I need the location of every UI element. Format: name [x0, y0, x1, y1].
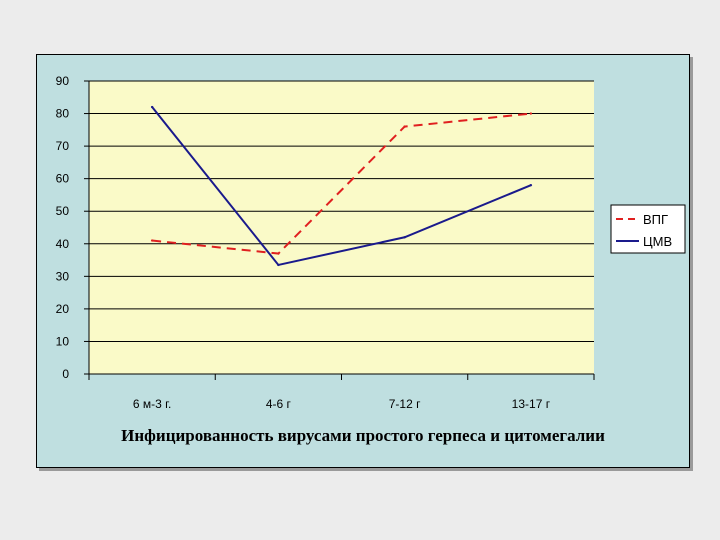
legend-label: ЦМВ: [643, 234, 672, 249]
y-tick-label: 0: [62, 367, 69, 381]
data-point: [150, 239, 154, 242]
x-tick-label: 13-17 г: [512, 397, 551, 411]
gridlines: [89, 80, 594, 342]
plot-area: [89, 81, 594, 374]
y-tick-label: 30: [56, 269, 70, 283]
legend: ВПГ ЦМВ: [610, 204, 686, 254]
series: [150, 105, 533, 267]
y-tick-label: 50: [56, 204, 70, 218]
legend-label: ВПГ: [643, 212, 668, 227]
data-point: [150, 105, 154, 109]
y-tick-label: 60: [56, 172, 70, 186]
y-tick-label: 40: [56, 237, 70, 251]
y-tick-label: 90: [56, 74, 70, 88]
x-tick-label: 7-12 г: [389, 397, 421, 411]
y-tick-label: 80: [56, 107, 70, 121]
axes: 0 10 20 30 40 50 60 70 80 90 6 м-3 г. 4-6 г 7-12 г 13…: [56, 74, 595, 411]
series-line-2: [151, 106, 532, 267]
series-line-1: [152, 112, 531, 255]
y-tick-label: 10: [56, 334, 70, 348]
data-point: [403, 125, 406, 128]
x-tick-label: 6 м-3 г.: [133, 397, 172, 411]
y-tick-label: 20: [56, 302, 70, 316]
data-point: [529, 112, 533, 115]
y-tick-label: 70: [56, 139, 70, 153]
data-point: [277, 252, 280, 255]
x-tick-label: 4-6 г: [266, 397, 292, 411]
data-point: [403, 236, 406, 239]
data-point: [277, 263, 280, 267]
line-chart: 0 10 20 30 40 50 60 70 80 90 6 м-3 г. 4-6 г 7-12 г 13…: [56, 74, 686, 411]
data-point: [529, 183, 533, 187]
chart-title: Инфицированность вирусами простого герпе…: [121, 426, 605, 445]
chart-frame: 0 10 20 30 40 50 60 70 80 90 6 м-3 г. 4-6 г 7-12 г 13…: [36, 54, 690, 468]
legend-box: [610, 204, 686, 254]
